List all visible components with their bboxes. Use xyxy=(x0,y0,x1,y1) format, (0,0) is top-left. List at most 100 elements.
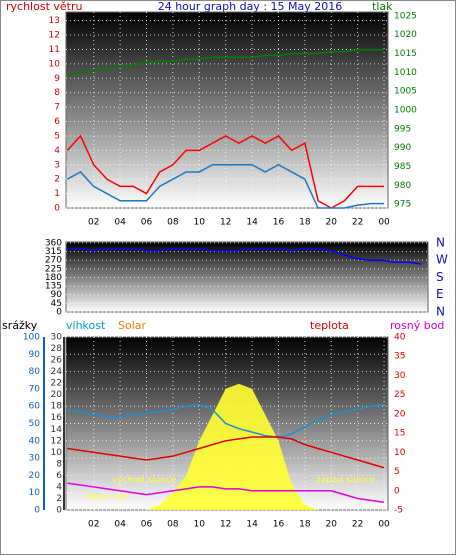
series-line xyxy=(66,163,385,209)
y2-tick-label: 0 xyxy=(394,486,400,496)
y2-tick-label: 1015 xyxy=(394,49,417,59)
x-tick-label: 12 xyxy=(220,520,231,530)
y-tick-label: 50 xyxy=(29,419,41,429)
y3-tick-label: 26 xyxy=(51,356,63,366)
y2-tick-label: 990 xyxy=(394,143,411,153)
y-tick-label: 3 xyxy=(54,160,60,170)
y2-tick-label: 995 xyxy=(394,124,411,134)
y-tick-label: 80 xyxy=(29,367,41,377)
series-line xyxy=(67,482,385,504)
x-tick-label: 06 xyxy=(141,520,153,530)
series-line xyxy=(67,436,385,469)
y-tick-label: 360 xyxy=(45,238,62,248)
y-tick-label: 10 xyxy=(49,59,61,69)
y2-tick-label: N xyxy=(436,235,445,249)
y-tick-label: 12 xyxy=(49,31,60,41)
y-tick-label: 100 xyxy=(23,333,40,343)
y-tick-label: 0 xyxy=(54,204,60,214)
y-tick-label: 90 xyxy=(51,290,63,300)
chart-title: 24 hour graph day : 15 May 2016 xyxy=(158,0,343,13)
x-tick-label: 16 xyxy=(273,520,285,530)
y3-tick-label: 10 xyxy=(51,448,63,458)
y2-tick-label: 15 xyxy=(394,429,405,439)
y3-tick-label: 14 xyxy=(51,425,63,435)
y-tick-label: 45 xyxy=(51,299,62,309)
y2-tick-label: N xyxy=(436,305,445,319)
y-tick-label: 4 xyxy=(54,146,60,156)
y-tick-label: 0 xyxy=(34,506,40,516)
y2-tick-label: -5 xyxy=(394,506,403,516)
wind-label: rychlost větru xyxy=(6,0,82,13)
y2-tick-label: 1025 xyxy=(394,11,417,21)
y2-tick-label: 25 xyxy=(394,390,405,400)
y-tick-label: 225 xyxy=(45,264,62,274)
y-tick-label: 7 xyxy=(54,103,60,113)
plot-area xyxy=(65,11,389,209)
x-tick-label: 20 xyxy=(326,520,338,530)
solar-area xyxy=(67,383,385,510)
y-tick-label: 9 xyxy=(54,74,60,84)
y2-tick-label: 985 xyxy=(394,162,411,172)
x-tick-label: 08 xyxy=(167,520,179,530)
x-tick-label: 14 xyxy=(246,218,258,228)
y-tick-label: 70 xyxy=(29,384,41,394)
y-tick-label: 315 xyxy=(45,247,62,257)
x-tick-label: 10 xyxy=(194,218,206,228)
y3-tick-label: 8 xyxy=(56,459,62,469)
x-tick-label: 08 xyxy=(167,218,179,228)
y-tick-label: 2 xyxy=(54,175,60,185)
y3-tick-label: 18 xyxy=(51,402,63,412)
y-tick-label: 30 xyxy=(29,454,41,464)
y2-tick-label: 1000 xyxy=(394,106,417,116)
y-tick-label: 8 xyxy=(54,88,60,98)
x-tick-label: 00 xyxy=(378,520,390,530)
y-tick-label: 11 xyxy=(49,45,60,55)
y2-tick-label: 20 xyxy=(394,409,406,419)
y3-tick-label: 28 xyxy=(51,344,63,354)
y3-tick-label: 6 xyxy=(56,471,62,481)
y2-tick-label: 1020 xyxy=(394,30,417,40)
y3-tick-label: 2 xyxy=(56,494,62,504)
humidity-label: vlhkost xyxy=(66,319,106,332)
solar-label: Solar xyxy=(118,319,147,332)
x-tick-label: 02 xyxy=(88,218,99,228)
y2-tick-label: S xyxy=(436,270,444,284)
annotation: západ slunce xyxy=(316,476,376,486)
y-tick-label: 13 xyxy=(49,16,60,26)
y3-tick-label: 12 xyxy=(51,436,62,446)
y3-tick-label: 20 xyxy=(51,390,63,400)
y-tick-label: 20 xyxy=(29,471,41,481)
y3-tick-label: 0 xyxy=(56,506,62,516)
y-tick-label: 5 xyxy=(54,131,60,141)
x-tick-label: 02 xyxy=(88,520,99,530)
y-tick-label: 6 xyxy=(54,117,60,127)
y3-tick-label: 30 xyxy=(51,333,63,343)
series-line xyxy=(67,403,385,439)
x-tick-label: 16 xyxy=(273,218,285,228)
annotation: východ slunce xyxy=(112,476,177,486)
y2-tick-label: 980 xyxy=(394,181,411,191)
y2-tick-label: 1010 xyxy=(394,68,417,78)
y-tick-label: 270 xyxy=(45,256,62,266)
y-tick-label: 180 xyxy=(45,273,62,283)
y2-tick-label: 40 xyxy=(394,333,406,343)
x-tick-label: 22 xyxy=(352,218,363,228)
y2-tick-label: 1005 xyxy=(394,87,417,97)
annotation: Moon Set xyxy=(86,493,129,503)
y2-tick-label: 30 xyxy=(394,371,406,381)
y-tick-label: 0 xyxy=(56,308,62,318)
x-tick-label: 20 xyxy=(326,218,338,228)
x-tick-label: 06 xyxy=(141,218,153,228)
y3-tick-label: 4 xyxy=(56,482,62,492)
y3-tick-label: 16 xyxy=(51,413,63,423)
y-tick-label: 90 xyxy=(29,350,41,360)
dew-label: rosný bod xyxy=(390,319,444,332)
temp-label: teplota xyxy=(310,319,349,332)
y2-tick-label: E xyxy=(436,287,444,301)
x-tick-label: 14 xyxy=(246,520,258,530)
series-line xyxy=(67,247,422,265)
y3-tick-label: 22 xyxy=(51,379,62,389)
x-tick-label: 18 xyxy=(299,218,311,228)
x-tick-label: 00 xyxy=(378,218,390,228)
y-tick-label: 10 xyxy=(29,488,41,498)
